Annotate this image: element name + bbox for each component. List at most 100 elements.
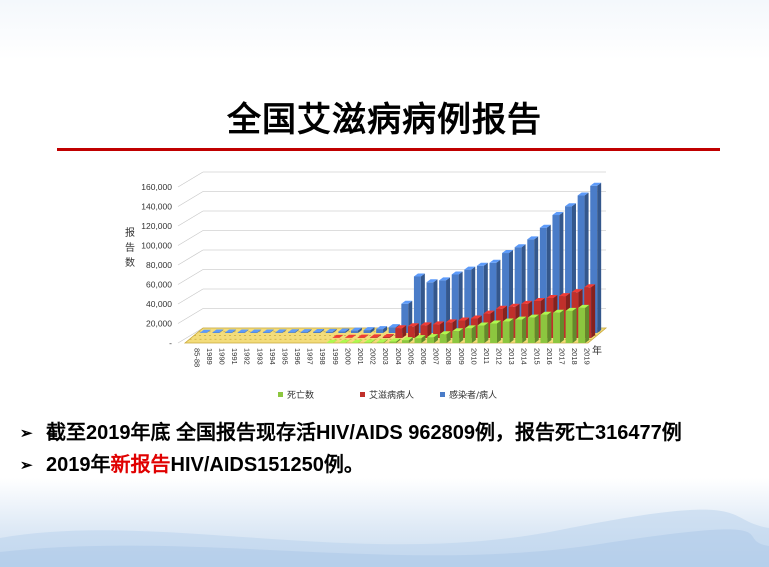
bar	[300, 329, 312, 333]
x-tick-label: 1991	[230, 348, 239, 365]
bar-top	[540, 311, 552, 315]
x-tick-label: 2011	[482, 348, 491, 364]
x-tick-label: 1994	[268, 348, 277, 365]
y-tick-label: 20,000	[146, 319, 172, 329]
chart-legend: 死亡数 艾滋病病人 感染者/病人	[278, 389, 497, 400]
bullet-list: ➢ 截至2019年底 全国报告现存活HIV/AIDS 962809例，报告死亡3…	[18, 420, 758, 479]
x-tick-label: 2019	[583, 348, 592, 365]
bar	[389, 338, 401, 343]
bar	[452, 328, 464, 343]
bullet-prefix: 2019年	[46, 454, 111, 476]
bar	[565, 307, 577, 343]
bar-side	[269, 329, 274, 333]
bar	[502, 318, 514, 343]
x-tick-label: 1997	[306, 348, 315, 365]
bar	[413, 273, 425, 333]
y-tick-label: 60,000	[146, 280, 172, 290]
bar-side	[370, 327, 375, 333]
bar-front	[388, 327, 396, 333]
bar-side	[339, 334, 344, 338]
bar	[338, 328, 350, 333]
bar-top	[325, 328, 337, 332]
bar-front	[420, 325, 428, 338]
y-tick-label: 100,000	[141, 241, 172, 251]
x-tick-label: 2004	[394, 348, 403, 365]
bar-top	[287, 329, 299, 333]
y-axis-label: 告	[125, 241, 135, 254]
bar	[326, 339, 338, 343]
bar-top	[571, 289, 583, 293]
bar	[578, 304, 590, 343]
gridline	[177, 327, 204, 344]
bar	[407, 323, 419, 338]
bar-side	[345, 339, 350, 343]
bar-side	[420, 273, 425, 333]
bar-top	[344, 334, 356, 338]
bar	[414, 335, 426, 343]
bar-top	[401, 300, 413, 304]
y-tick-label: 160,000	[141, 182, 172, 192]
bar-top	[237, 329, 249, 333]
x-tick-label: 2010	[469, 348, 478, 365]
bar-side	[389, 334, 394, 338]
bar-side	[497, 320, 502, 343]
x-tick-label: 2017	[558, 348, 567, 365]
bar-side	[433, 279, 438, 333]
bar-front	[370, 337, 378, 338]
bar-front	[413, 276, 421, 333]
bar-side	[206, 329, 211, 333]
bar-top	[553, 309, 564, 313]
bar-top	[382, 334, 394, 338]
bar-top	[590, 182, 602, 186]
bar	[363, 327, 375, 333]
bar	[439, 331, 451, 343]
x-tick-label: 1990	[217, 348, 226, 365]
legend-swatch	[360, 392, 365, 397]
gridline	[177, 191, 204, 207]
bullet-text: 截至2019年底 全国报告现存活HIV/AIDS 962809例，报告死亡316…	[46, 422, 682, 444]
bar	[332, 334, 344, 338]
bar-front	[363, 330, 371, 333]
bar	[515, 316, 527, 343]
bar	[395, 325, 407, 338]
bar-front	[515, 319, 523, 343]
bar-side	[257, 329, 262, 333]
bar	[344, 334, 356, 338]
bar-side	[383, 339, 388, 343]
bar-top	[584, 284, 596, 288]
bar-top	[313, 329, 325, 333]
bar-top	[433, 321, 445, 325]
bar-side	[294, 329, 299, 333]
bar-front	[407, 326, 415, 338]
bar	[477, 322, 489, 343]
bar	[313, 329, 325, 333]
bar-top	[413, 273, 425, 277]
bar	[401, 337, 413, 343]
x-tick-label: 1993	[255, 348, 264, 365]
x-axis-label: 年	[592, 344, 602, 357]
bar-front	[514, 247, 522, 333]
chart-bars	[199, 182, 602, 343]
bar-side	[408, 337, 413, 343]
top-band	[0, 0, 769, 60]
bar	[427, 334, 439, 343]
bar-top	[578, 304, 590, 308]
bar-side	[522, 316, 527, 343]
bar	[439, 277, 451, 333]
bar	[382, 334, 394, 338]
bar	[464, 325, 476, 343]
bar-front	[502, 253, 510, 333]
gridline	[177, 249, 204, 266]
bar-front	[577, 195, 585, 333]
bar-front	[553, 312, 560, 343]
bar-front	[395, 328, 403, 338]
bar-side	[358, 339, 363, 343]
bar-top	[225, 329, 236, 333]
x-tick-label: 1992	[243, 348, 252, 365]
x-tick-label: 2012	[495, 348, 504, 365]
x-tick-label: 2009	[457, 348, 466, 365]
bar-front	[287, 332, 295, 333]
bar-front	[401, 340, 409, 343]
x-tick-label: 85-88	[192, 348, 201, 367]
bar-front	[426, 282, 434, 333]
